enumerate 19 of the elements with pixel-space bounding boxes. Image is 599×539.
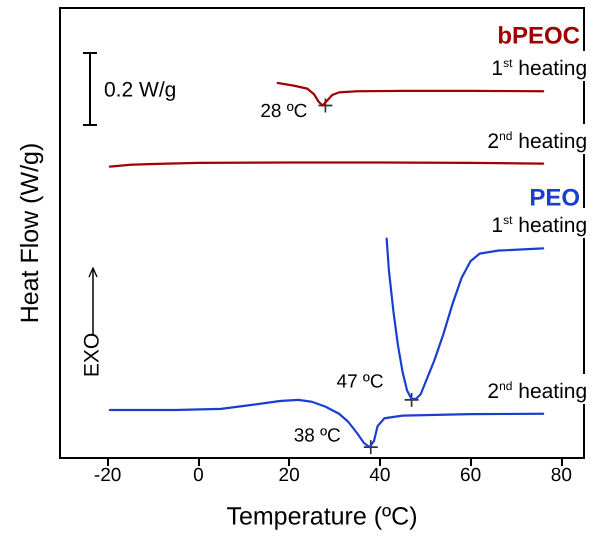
annotation: 38 ºC	[294, 426, 341, 447]
x-tick-label: 20	[278, 465, 300, 486]
x-tick-label: -20	[94, 465, 122, 486]
series-label: 2$^{nd}$ heating	[486, 124, 588, 154]
x-tick-label: 60	[460, 465, 482, 486]
x-tick-label: 0	[193, 465, 204, 486]
series-label: 1$^{st}$ heating	[491, 213, 588, 238]
annotation: PEO	[529, 184, 580, 212]
annotation: 47 ºC	[336, 371, 384, 392]
x-tick-label: 40	[369, 465, 390, 486]
text: bPEOC	[497, 22, 580, 50]
series-label: 1$^{st}$ heating	[490, 51, 588, 82]
annotation: 28 ºC	[260, 101, 308, 122]
y-axis-title: Heat Flow (W/g)	[16, 142, 44, 324]
x-tick-label: 80	[550, 465, 572, 486]
annotation: EXO	[80, 332, 104, 378]
annotation: 0.2 W/g	[104, 78, 176, 102]
x-axis-title: Temperature (ºC)	[226, 502, 418, 530]
series-label: 2$^{nd}$ heating	[486, 374, 588, 404]
